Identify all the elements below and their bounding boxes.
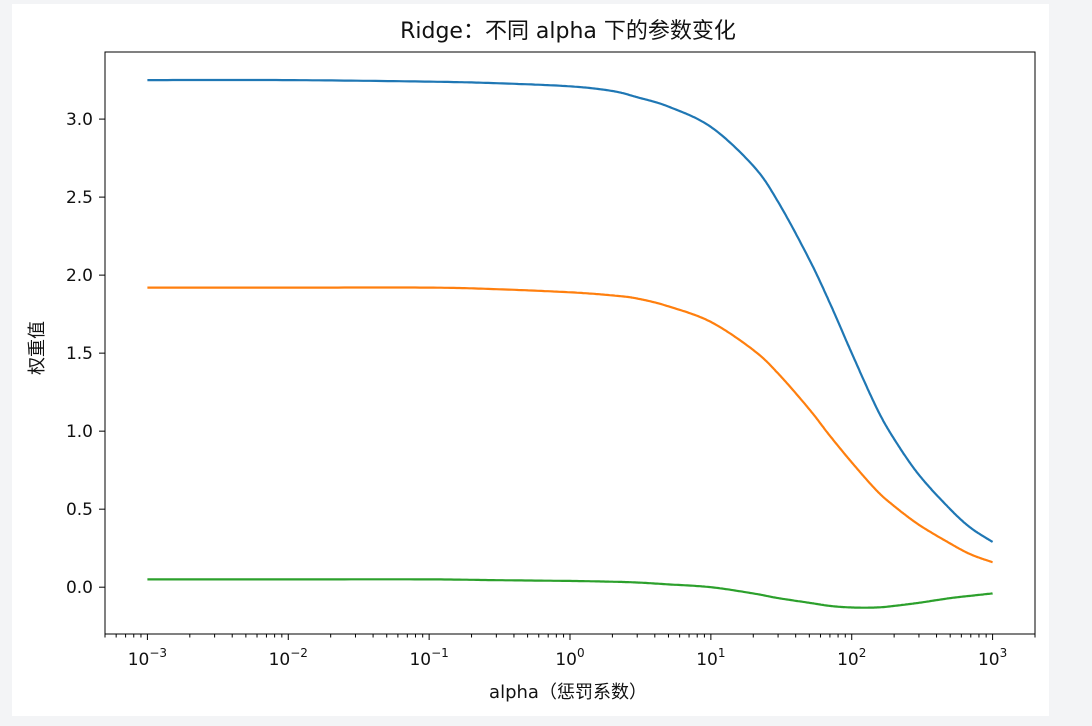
chart-figure: Ridge：不同 alpha 下的参数变化 10−3 10−2 10−1 100 101… <box>12 4 1049 716</box>
x-tick-label: 100 <box>555 646 584 670</box>
series-layer <box>147 78 994 609</box>
line-chart: Ridge：不同 alpha 下的参数变化 10−3 10−2 10−1 100 101… <box>27 19 1036 703</box>
x-tick-label: 10−1 <box>409 646 448 670</box>
x-axis-ticks: 10−3 10−2 10−1 100 101 102 103 <box>104 634 1036 670</box>
chart-title: Ridge：不同 alpha 下的参数变化 <box>400 19 736 44</box>
y-axis-label: 权重值 <box>27 321 48 375</box>
series-line-3 <box>147 578 993 609</box>
x-tick-label: 10−2 <box>269 646 308 670</box>
y-tick-label: 2.0 <box>66 266 93 286</box>
y-tick-label: 1.0 <box>66 422 93 442</box>
x-tick-label: 103 <box>978 646 1007 670</box>
series-line-1 <box>147 78 994 543</box>
x-tick-label: 10−3 <box>128 646 167 670</box>
x-tick-label: 101 <box>696 646 725 670</box>
y-tick-label: 2.5 <box>66 188 93 208</box>
y-tick-label: 1.5 <box>66 344 93 364</box>
y-tick-label: 0.0 <box>66 578 93 598</box>
y-axis-ticks: 0.0 0.5 1.0 1.5 2.0 2.5 3.0 <box>66 110 105 598</box>
x-axis-label: alpha（惩罚系数） <box>489 682 647 703</box>
y-tick-label: 0.5 <box>66 500 93 520</box>
x-tick-label: 102 <box>837 646 866 670</box>
plot-frame <box>104 51 1036 635</box>
series-line-2 <box>147 286 993 564</box>
y-tick-label: 3.0 <box>66 110 93 130</box>
